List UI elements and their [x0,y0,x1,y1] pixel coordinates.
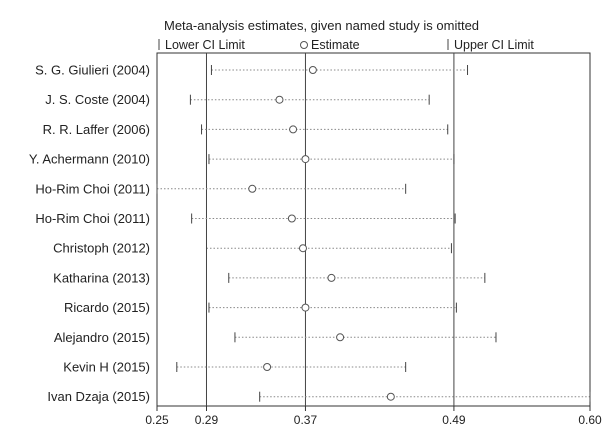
estimate-point [275,95,284,104]
study-row: Ho-Rim Choi (2011) [35,181,407,196]
estimate-point [248,184,257,193]
x-tick-label: 0.37 [294,413,318,427]
study-label: Y. Achermann (2010) [29,152,150,167]
study-label: Ho-Rim Choi (2011) [35,211,150,226]
study-row: Alejandro (2015) [54,330,497,345]
estimate-point [336,333,345,342]
reference-lines [205,53,455,406]
study-row: Christoph (2012) [53,241,452,256]
legend-estimate-marker [300,41,308,49]
estimate-point [327,273,336,282]
study-row: Y. Achermann (2010) [29,152,455,167]
estimate-point [301,155,310,164]
estimate-point [301,303,310,312]
x-tick-label: 0.25 [145,413,169,427]
study-label: J. S. Coste (2004) [45,92,150,107]
x-axis: 0.25 0.29 0.37 0.49 0.60 [145,406,602,427]
study-row: Ho-Rim Choi (2011) [35,211,456,226]
study-label: Ivan Dzaja (2015) [47,389,150,404]
estimate-point [263,363,272,371]
study-row: J. S. Coste (2004) [45,92,430,107]
legend-upper-label: Upper CI Limit [454,38,534,52]
study-rows: S. G. Giulieri (2004) J. S. Coste (2004) R… [29,63,591,404]
study-row: Katharina (2013) [53,270,486,285]
study-row: Ivan Dzaja (2015) [47,389,591,404]
study-row: Kevin H (2015) [63,360,407,375]
study-label: Ricardo (2015) [64,300,150,315]
legend-lower-label: Lower CI Limit [165,38,245,52]
study-row: S. G. Giulieri (2004) [35,63,469,78]
legend-estimate-label: Estimate [311,38,360,52]
chart-title: Meta-analysis estimates, given named stu… [164,18,479,33]
study-row: R. R. Laffer (2006) [43,122,449,137]
study-label: S. G. Giulieri (2004) [35,63,150,78]
x-tick-label: 0.49 [442,413,466,427]
plot-frame [156,52,591,407]
study-label: Christoph (2012) [53,241,150,256]
estimate-point [287,214,296,223]
estimate-point [298,244,307,253]
estimate-point [308,66,317,74]
x-tick-label: 0.60 [578,413,602,427]
x-tick-label: 0.29 [195,413,219,427]
study-label: Kevin H (2015) [63,360,150,375]
study-label: Ho-Rim Choi (2011) [35,181,150,196]
study-row: Ricardo (2015) [64,300,457,315]
estimate-point [386,392,395,401]
study-label: Katharina (2013) [53,270,150,285]
study-label: R. R. Laffer (2006) [43,122,150,137]
study-label: Alejandro (2015) [54,330,150,345]
estimate-point [289,125,298,134]
